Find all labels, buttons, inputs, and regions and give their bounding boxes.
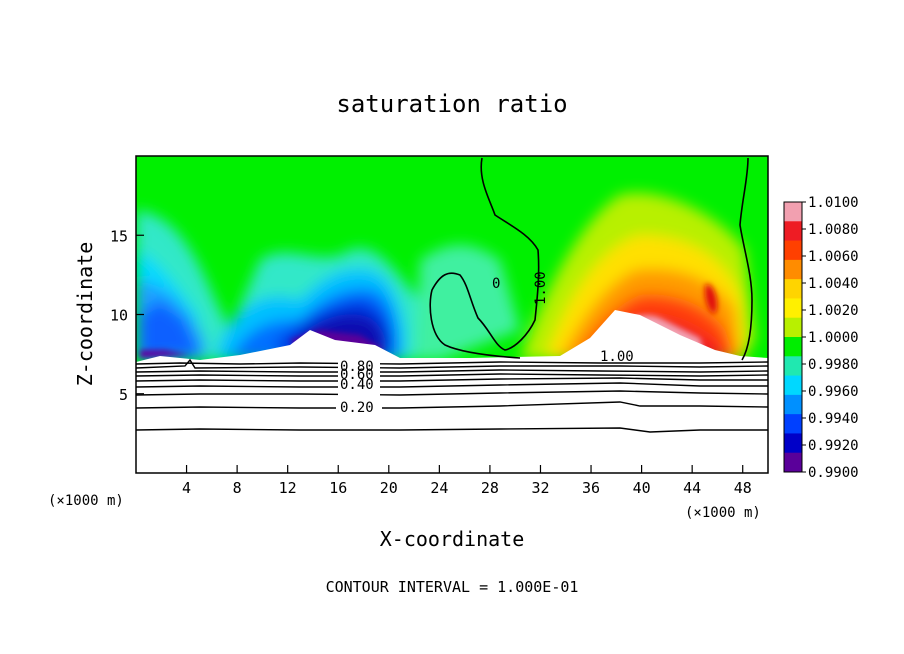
colorbar-swatch [784,337,802,357]
y-axis-label: Z-coordinate [73,242,97,387]
colorbar-swatch [784,298,802,319]
heatmap-field [136,156,768,473]
colorbar-label: 1.0020 [808,303,859,319]
colorbar-label: 0.9960 [808,384,859,400]
contour-labels: 1.00 0 1.00 0.80 0.60 0.40 0.20 [336,271,638,416]
colorbar-swatch [784,221,802,242]
y-axis-ticks: 5 10 15 [110,227,144,404]
x-tick-label: 12 [279,479,297,497]
contour-label: 0 [492,276,500,292]
x-axis-label: X-coordinate [380,527,525,551]
colorbar-label: 0.9940 [808,411,859,427]
colorbar-swatch [784,414,802,434]
contour-label: 1.00 [533,271,549,305]
colorbar [783,201,803,473]
colorbar-label: 0.9980 [808,357,859,373]
colorbar-swatch [784,433,802,454]
colorbar-label: 0.9920 [808,438,859,454]
x-unit-left: (×1000 m) [48,493,124,509]
x-tick-label: 40 [633,479,651,497]
colorbar-swatch [784,279,802,299]
x-tick-label: 28 [481,479,499,497]
x-unit-right: (×1000 m) [685,505,761,521]
colorbar-swatch [784,452,802,473]
colorbar-swatch [784,394,802,415]
x-tick-label: 4 [182,479,191,497]
x-tick-label: 44 [683,479,701,497]
colorbar-swatch [784,202,802,222]
colorbar-swatch [784,317,802,338]
x-axis-ticks: 4 8 12 16 20 24 28 32 36 40 44 48 [182,465,752,497]
contour-label: 1.00 [600,349,634,365]
contour-label: 0.60 [340,367,374,383]
colorbar-labels: 1.0100 1.0080 1.0060 1.0040 1.0020 1.0000 0.99… [802,195,859,481]
colorbar-label: 1.0040 [808,276,859,292]
x-tick-label: 48 [734,479,752,497]
contour-label: 0.40 [340,377,374,393]
x-tick-label: 32 [531,479,549,497]
colorbar-swatch [784,356,802,377]
contour-interval-note: CONTOUR INTERVAL = 1.000E-01 [326,578,579,596]
y-tick-label: 10 [110,307,128,325]
x-tick-label: 20 [380,479,398,497]
colorbar-label: 0.9900 [808,465,859,481]
contour-label: 0.80 [340,359,374,375]
colorbar-label: 1.0080 [808,222,859,238]
x-tick-label: 36 [582,479,600,497]
x-tick-label: 8 [233,479,242,497]
colorbar-label: 1.0000 [808,330,859,346]
chart-title: saturation ratio [336,90,567,118]
colorbar-label: 1.0060 [808,249,859,265]
x-tick-label: 24 [430,479,448,497]
contour-label: 0.20 [340,400,374,416]
colorbar-swatch [784,240,802,261]
colorbar-label: 1.0100 [808,195,859,211]
x-tick-label: 16 [329,479,347,497]
colorbar-swatch [784,375,802,396]
y-tick-label: 15 [110,227,128,245]
y-tick-label: 5 [119,386,128,404]
colorbar-swatch [784,259,802,280]
